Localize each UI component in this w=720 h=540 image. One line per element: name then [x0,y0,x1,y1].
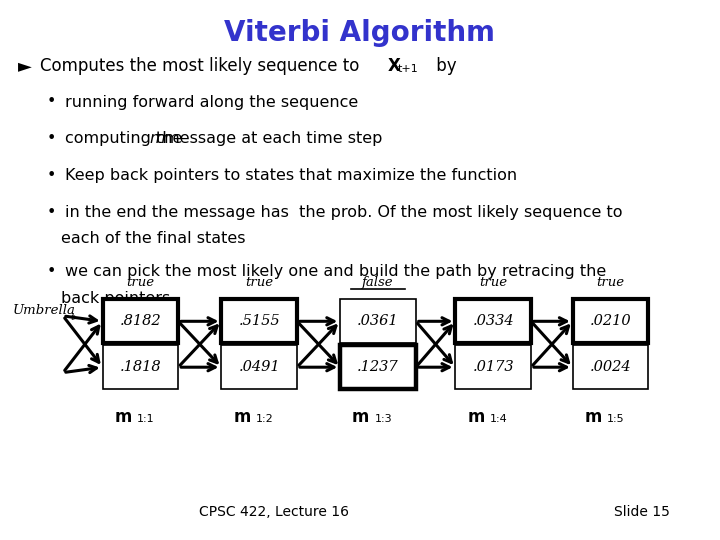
Text: •: • [47,264,56,279]
Text: m: m [233,408,251,426]
Text: true: true [245,276,274,289]
Text: •: • [47,205,56,220]
Text: .0361: .0361 [357,314,399,328]
Text: computing the: computing the [65,131,187,146]
Text: by: by [431,57,456,75]
Text: ►: ► [18,57,32,75]
Text: t+1: t+1 [398,64,419,74]
Text: m: m [467,408,485,426]
Text: .0491: .0491 [238,360,280,374]
Text: X: X [387,57,400,75]
Text: 1:3: 1:3 [374,414,392,424]
Bar [456,345,531,389]
Text: each of the final states: each of the final states [61,231,246,246]
Text: Viterbi Algorithm: Viterbi Algorithm [225,19,495,47]
Text: m: m [150,131,166,146]
Text: true: true [596,276,625,289]
Bar [222,345,297,389]
Text: Computes the most likely sequence to: Computes the most likely sequence to [40,57,364,75]
Text: •: • [47,94,56,110]
Text: m: m [352,408,369,426]
Text: in the end the message has  the prob. Of the most likely sequence to: in the end the message has the prob. Of … [65,205,622,220]
Text: true: true [126,276,155,289]
Text: .1818: .1818 [120,360,161,374]
Text: .0173: .0173 [472,360,514,374]
Bar [103,345,179,389]
Bar [573,299,649,343]
Bar [341,299,416,343]
Text: 1:4: 1:4 [490,414,508,424]
Text: .1237: .1237 [357,360,399,374]
Text: •: • [47,131,56,146]
Text: false: false [362,276,394,289]
Text: we can pick the most likely one and build the path by retracing the: we can pick the most likely one and buil… [65,264,606,279]
Bar [573,345,649,389]
Text: 1:1: 1:1 [137,414,154,424]
Text: Keep back pointers to states that maximize the function: Keep back pointers to states that maximi… [65,168,517,183]
Text: m: m [585,408,602,426]
Text: true: true [479,276,508,289]
Bar [103,299,179,343]
Text: .0334: .0334 [472,314,514,328]
Text: 1:2: 1:2 [256,414,274,424]
Bar [222,299,297,343]
Text: Umbrella: Umbrella [13,304,76,317]
Text: Slide 15: Slide 15 [613,505,670,519]
Text: .8182: .8182 [120,314,161,328]
Text: .0210: .0210 [590,314,631,328]
Text: 1:5: 1:5 [607,414,624,424]
Text: running forward along the sequence: running forward along the sequence [65,94,358,110]
Text: .5155: .5155 [238,314,280,328]
Text: message at each time step: message at each time step [159,131,382,146]
Text: CPSC 422, Lecture 16: CPSC 422, Lecture 16 [199,505,348,519]
Bar [341,345,416,389]
Bar [456,299,531,343]
Text: t: t [71,313,75,322]
Text: back pointers: back pointers [61,291,171,306]
Text: •: • [47,168,56,183]
Text: .0024: .0024 [590,360,631,374]
Text: m: m [114,408,132,426]
